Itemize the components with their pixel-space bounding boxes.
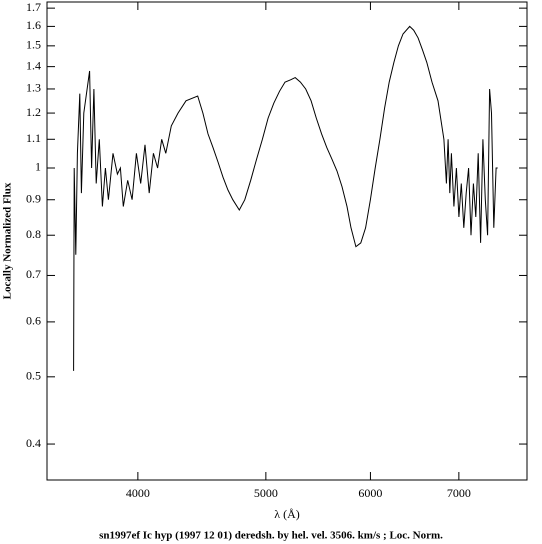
y-tick-label: 1.4	[26, 58, 41, 72]
y-tick-label: 1	[35, 160, 41, 174]
x-tick-label: 5000	[254, 486, 278, 500]
y-tick-label: 0.6	[26, 314, 41, 328]
y-tick-label: 1.6	[26, 18, 41, 32]
y-tick-label: 1.3	[26, 81, 41, 95]
y-tick-label: 0.4	[26, 436, 41, 450]
y-axis-label: Locally Normalized Flux	[2, 182, 14, 299]
spectrum-line	[73, 25, 498, 371]
y-tick-label: 0.5	[26, 369, 41, 383]
y-tick-label: 1.2	[26, 105, 41, 119]
x-tick-label: 7000	[447, 486, 471, 500]
y-tick-label: 0.8	[26, 227, 41, 241]
plot-frame	[46, 1, 528, 481]
y-tick-label: 0.7	[26, 267, 41, 281]
y-tick-label: 1.1	[26, 131, 41, 145]
y-tick-label: 1.7	[26, 0, 41, 14]
x-axis-label: λ (Å)	[274, 507, 299, 521]
x-tick-label: 4000	[126, 486, 150, 500]
y-tick-label: 1.5	[26, 38, 41, 52]
x-tick-label: 6000	[358, 486, 382, 500]
caption: sn1997ef Ic hyp (1997 12 01) deredsh. by…	[99, 530, 443, 542]
y-tick-label: 0.9	[26, 191, 41, 205]
